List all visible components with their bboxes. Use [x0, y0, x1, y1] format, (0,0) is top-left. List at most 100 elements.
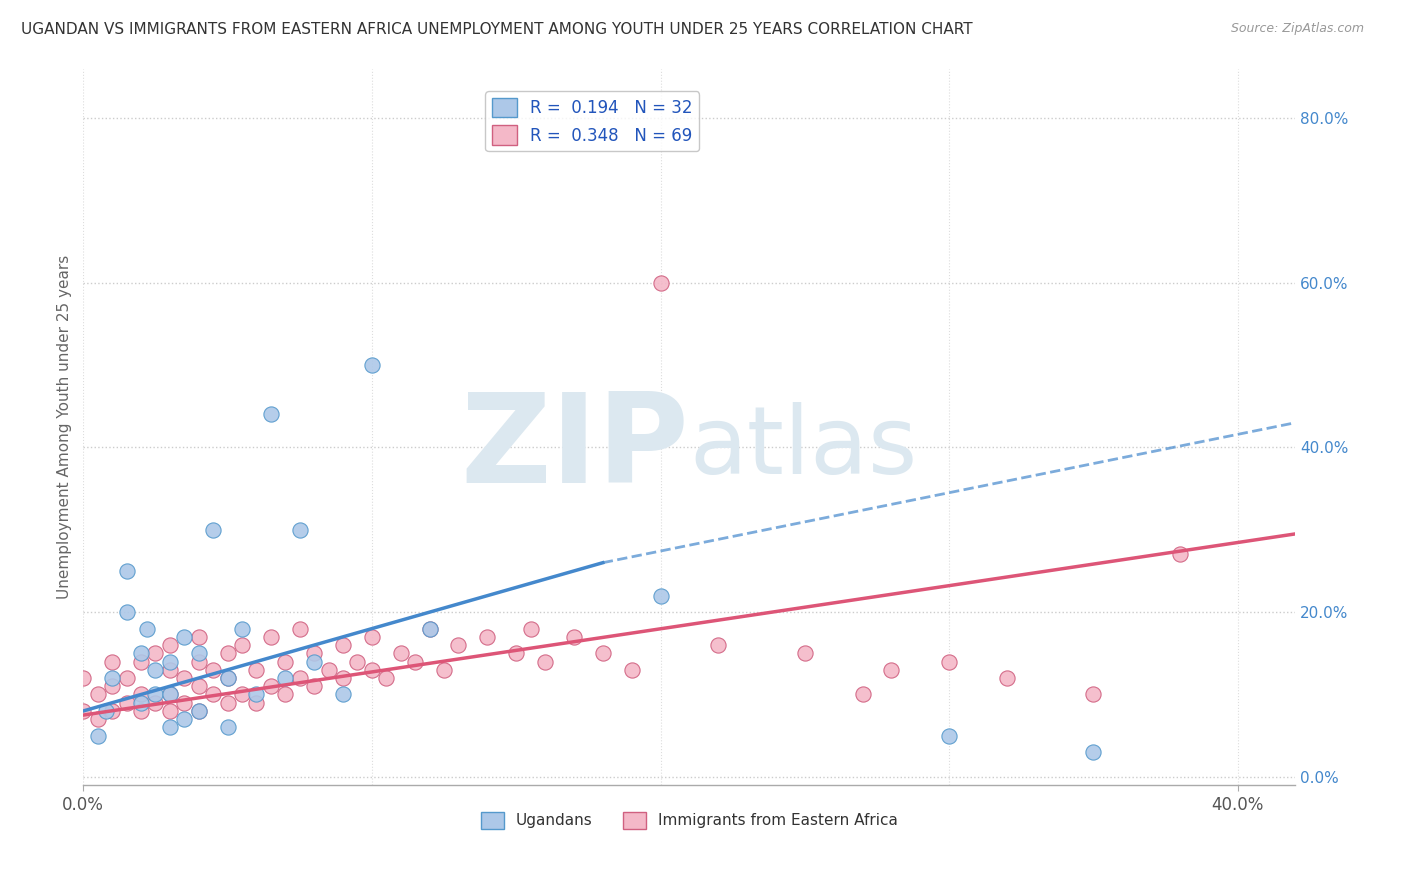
Point [447, 638, 470, 652]
Point [87, 712, 110, 726]
Point [332, 671, 354, 685]
Point [419, 622, 441, 636]
Point [173, 696, 195, 710]
Point [288, 622, 311, 636]
Point [87, 688, 110, 702]
Point [332, 638, 354, 652]
Point [115, 671, 138, 685]
Point [115, 564, 138, 578]
Point [245, 688, 267, 702]
Point [135, 622, 157, 636]
Point [419, 622, 441, 636]
Point [938, 655, 960, 669]
Point [129, 646, 152, 660]
Point [101, 704, 124, 718]
Point [173, 630, 195, 644]
Point [159, 638, 181, 652]
Point [302, 655, 325, 669]
Point [129, 688, 152, 702]
Point [938, 729, 960, 743]
Point [650, 589, 672, 603]
Text: Source: ZipAtlas.com: Source: ZipAtlas.com [1230, 22, 1364, 36]
Point [96, 704, 118, 718]
Point [260, 679, 283, 693]
Point [187, 655, 209, 669]
Point [173, 671, 195, 685]
Text: ZIP: ZIP [461, 388, 689, 508]
Point [274, 688, 297, 702]
Legend: Ugandans, Immigrants from Eastern Africa: Ugandans, Immigrants from Eastern Africa [475, 805, 904, 835]
Point [87, 729, 110, 743]
Point [477, 630, 499, 644]
Point [793, 646, 815, 660]
Point [101, 671, 124, 685]
Point [159, 688, 181, 702]
Point [159, 704, 181, 718]
Point [562, 630, 585, 644]
Point [880, 663, 903, 677]
Point [217, 671, 239, 685]
Point [404, 655, 426, 669]
Point [101, 655, 124, 669]
Point [260, 630, 283, 644]
Point [231, 638, 253, 652]
Point [187, 704, 209, 718]
Point [202, 663, 225, 677]
Point [260, 408, 283, 422]
Point [302, 679, 325, 693]
Point [995, 671, 1018, 685]
Text: atlas: atlas [689, 402, 918, 494]
Point [274, 671, 297, 685]
Point [620, 663, 643, 677]
Point [707, 638, 730, 652]
Point [332, 688, 354, 702]
Point [72, 704, 94, 718]
Point [245, 663, 267, 677]
Point [1083, 688, 1105, 702]
Point [361, 630, 384, 644]
Point [1168, 548, 1191, 562]
Point [592, 646, 614, 660]
Point [389, 646, 412, 660]
Point [202, 688, 225, 702]
Point [318, 663, 340, 677]
Point [361, 663, 384, 677]
Point [72, 671, 94, 685]
Point [129, 655, 152, 669]
Point [115, 605, 138, 619]
Point [145, 688, 167, 702]
Y-axis label: Unemployment Among Youth under 25 years: Unemployment Among Youth under 25 years [58, 255, 72, 599]
Point [433, 663, 456, 677]
Point [519, 622, 541, 636]
Point [505, 646, 527, 660]
Point [145, 696, 167, 710]
Point [302, 646, 325, 660]
Point [187, 704, 209, 718]
Point [187, 630, 209, 644]
Point [159, 663, 181, 677]
Point [288, 523, 311, 537]
Point [217, 721, 239, 735]
Point [115, 696, 138, 710]
Point [1083, 745, 1105, 759]
Point [231, 622, 253, 636]
Point [145, 646, 167, 660]
Point [274, 655, 297, 669]
Point [361, 358, 384, 372]
Point [159, 721, 181, 735]
Point [187, 646, 209, 660]
Point [173, 712, 195, 726]
Point [159, 688, 181, 702]
Point [187, 679, 209, 693]
Point [346, 655, 368, 669]
Point [217, 671, 239, 685]
Point [202, 523, 225, 537]
Point [650, 276, 672, 290]
Point [217, 646, 239, 660]
Point [129, 696, 152, 710]
Point [375, 671, 398, 685]
Point [217, 696, 239, 710]
Point [534, 655, 557, 669]
Text: UGANDAN VS IMMIGRANTS FROM EASTERN AFRICA UNEMPLOYMENT AMONG YOUTH UNDER 25 YEAR: UGANDAN VS IMMIGRANTS FROM EASTERN AFRIC… [21, 22, 973, 37]
Point [145, 663, 167, 677]
